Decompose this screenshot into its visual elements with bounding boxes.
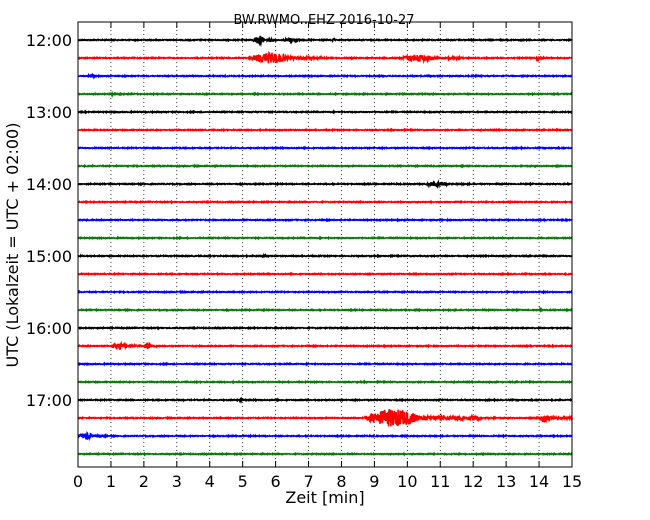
seismogram-trace: [77, 305, 573, 314]
x-tick-label: 15: [562, 472, 582, 491]
seismogram-trace: [77, 179, 573, 189]
seismogram-trace: [77, 72, 573, 80]
seismogram-trace: [77, 145, 573, 151]
x-tick-label: 3: [172, 472, 182, 491]
x-tick-label: 14: [529, 472, 549, 491]
seismogram-trace: [77, 109, 573, 115]
seismogram-trace: [77, 127, 573, 133]
x-axis-ticks: 0 1 2 3 4 5 6 7 8 9 10 11 12 13 14 15: [73, 22, 582, 491]
chart-title: BW.RWMO..EHZ 2016-10-27: [233, 13, 414, 28]
seismogram-trace: [77, 50, 573, 65]
y-tick-label: 12:00: [26, 31, 72, 50]
seismogram-trace: [77, 235, 573, 241]
seismogram-trace: [77, 199, 573, 205]
x-tick-label: 7: [303, 472, 313, 491]
x-tick-label: 8: [336, 472, 346, 491]
x-tick-label: 4: [205, 472, 215, 491]
seismogram-trace: [77, 289, 573, 295]
plot-frame: [77, 21, 573, 468]
seismogram-trace: [77, 325, 573, 331]
x-tick-label: 1: [106, 472, 116, 491]
x-tick-label: 12: [463, 472, 483, 491]
seismogram-trace: [77, 217, 573, 223]
y-axis-label: UTC (Lokalzeit = UTC + 02:00): [3, 123, 22, 368]
seismogram-trace: [77, 361, 573, 367]
seismogram-trace: [77, 252, 573, 259]
y-tick-label: 15:00: [26, 247, 72, 266]
y-axis-ticks: 12:00 13:00 14:00 15:00 16:00 17:00: [26, 31, 572, 410]
x-axis-label: Zeit [min]: [285, 488, 364, 507]
seismogram-trace: [77, 451, 573, 457]
x-tick-label: 6: [271, 472, 281, 491]
seismogram-trace: [77, 163, 573, 169]
seismogram-trace: [77, 409, 573, 427]
x-tick-label: 5: [238, 472, 248, 491]
y-tick-label: 17:00: [26, 391, 72, 410]
x-tick-label: 10: [397, 472, 417, 491]
seismogram-trace: [77, 340, 573, 351]
y-tick-label: 16:00: [26, 319, 72, 338]
seismogram-traces: [77, 35, 573, 457]
seismogram-trace: [77, 431, 573, 442]
x-tick-label: 0: [73, 472, 83, 491]
seismogram-trace: [77, 271, 573, 277]
seismogram-trace: [77, 379, 573, 385]
seismogram-trace: [77, 90, 573, 99]
x-tick-label: 11: [430, 472, 450, 491]
x-tick-label: 9: [369, 472, 379, 491]
seismogram-trace: [77, 396, 573, 404]
y-tick-label: 13:00: [26, 103, 72, 122]
seismogram-trace: [77, 35, 573, 48]
x-tick-label: 2: [139, 472, 149, 491]
y-tick-label: 14:00: [26, 175, 72, 194]
x-tick-label: 13: [496, 472, 516, 491]
